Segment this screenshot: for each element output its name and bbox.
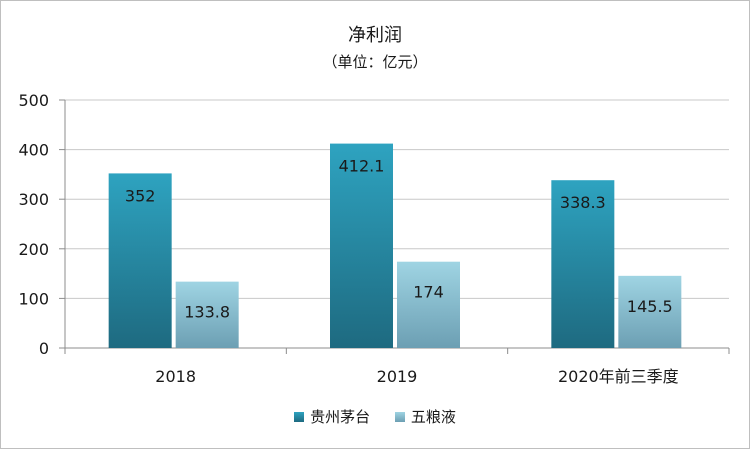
bar-series-1 — [330, 143, 393, 348]
data-label: 174 — [413, 283, 444, 302]
legend-item-series-1: 贵州茅台 — [294, 406, 370, 427]
y-tick-label: 500 — [18, 91, 49, 110]
legend-item-series-2: 五粮液 — [394, 406, 456, 427]
y-tick-label: 100 — [18, 289, 49, 308]
x-tick-label: 2019 — [377, 367, 418, 386]
legend: 贵州茅台 五粮液 — [1, 406, 749, 427]
x-tick-label: 2018 — [155, 367, 196, 386]
legend-label-series-1: 贵州茅台 — [310, 408, 371, 426]
bar-series-2 — [175, 281, 239, 348]
y-tick-label: 300 — [18, 190, 49, 209]
bar-series-1 — [108, 173, 172, 348]
x-tick-label: 2020年前三季度 — [558, 367, 679, 386]
legend-swatch-series-2 — [394, 411, 405, 422]
chart-title: 净利润 — [348, 25, 402, 46]
bar-series-1 — [551, 180, 615, 348]
chart-subtitle: （单位：亿元） — [322, 53, 428, 71]
y-tick-label: 400 — [18, 141, 49, 160]
data-label: 133.8 — [184, 303, 230, 322]
data-label: 338.3 — [560, 193, 606, 212]
legend-label-series-2: 五粮液 — [410, 408, 456, 426]
legend-swatch-series-1 — [294, 411, 305, 422]
bar-series-2 — [397, 261, 460, 348]
data-label: 145.5 — [627, 297, 673, 316]
bar-series-2 — [618, 275, 682, 348]
y-tick-label: 200 — [18, 240, 49, 259]
data-label: 412.1 — [339, 157, 385, 176]
y-tick-label: 0 — [39, 339, 49, 358]
data-label: 352 — [125, 186, 156, 205]
